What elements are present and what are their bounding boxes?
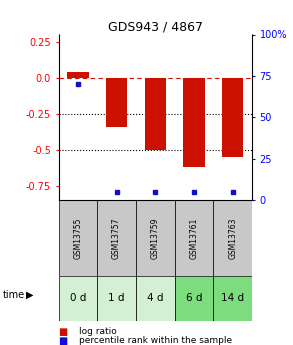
Title: GDS943 / 4867: GDS943 / 4867 bbox=[108, 20, 203, 33]
Text: GSM13761: GSM13761 bbox=[190, 217, 198, 259]
Bar bbox=[183, 78, 205, 167]
Bar bbox=[213, 200, 252, 276]
Text: ■: ■ bbox=[59, 336, 68, 345]
Text: ▶: ▶ bbox=[26, 290, 34, 300]
Bar bbox=[213, 276, 252, 321]
Bar bbox=[106, 78, 127, 127]
Text: 6 d: 6 d bbox=[186, 294, 202, 303]
Text: GSM13759: GSM13759 bbox=[151, 217, 160, 259]
Bar bbox=[136, 276, 175, 321]
Text: time: time bbox=[3, 290, 25, 300]
Bar bbox=[136, 200, 175, 276]
Bar bbox=[175, 276, 213, 321]
Text: GSM13755: GSM13755 bbox=[74, 217, 82, 259]
Text: 0 d: 0 d bbox=[70, 294, 86, 303]
Text: GSM13763: GSM13763 bbox=[228, 217, 237, 259]
Text: log ratio: log ratio bbox=[79, 327, 117, 336]
Bar bbox=[59, 276, 97, 321]
Bar bbox=[59, 200, 97, 276]
Text: 14 d: 14 d bbox=[221, 294, 244, 303]
Bar bbox=[145, 78, 166, 150]
Text: percentile rank within the sample: percentile rank within the sample bbox=[79, 336, 232, 345]
Text: ■: ■ bbox=[59, 327, 68, 337]
Text: 1 d: 1 d bbox=[108, 294, 125, 303]
Text: GSM13757: GSM13757 bbox=[112, 217, 121, 259]
Bar bbox=[67, 72, 88, 78]
Bar bbox=[97, 276, 136, 321]
Bar bbox=[97, 200, 136, 276]
Text: 4 d: 4 d bbox=[147, 294, 163, 303]
Bar bbox=[222, 78, 243, 157]
Bar bbox=[175, 200, 213, 276]
